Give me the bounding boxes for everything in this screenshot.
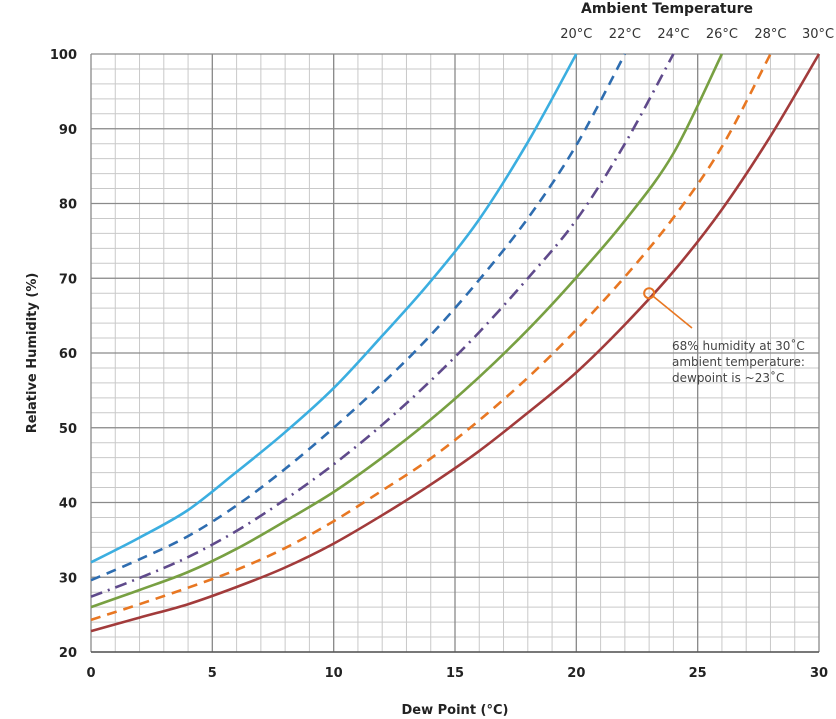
annotation-leader-line [652,295,693,329]
annotation-line-3: dewpoint is ~23˚C [672,370,784,385]
x-tick-label: 5 [208,666,217,681]
y-tick-label: 50 [59,422,77,437]
y-tick-label: 40 [59,497,77,512]
y-tick-label: 30 [59,571,77,586]
y-tick-label: 70 [59,272,77,287]
y-tick-label: 60 [59,347,77,362]
legend-title: Ambient Temperature [581,1,753,17]
legend-label-3: 24°C [657,27,689,42]
y-axis-title: Relative Humidity (%) [25,273,40,434]
legend-label-6: 30°C [802,27,834,42]
x-axis-ticks: 0 5 10 15 20 25 30 [86,666,828,681]
x-axis-title: Dew Point (°C) [402,703,509,718]
series-line-5 [90,53,772,622]
y-tick-label: 90 [59,123,77,138]
x-tick-label: 30 [810,666,828,681]
x-tick-label: 15 [446,666,464,681]
x-tick-label: 25 [689,666,707,681]
legend-label-5: 28°C [754,27,786,42]
annotation-line-1: 68% humidity at 30˚C [672,338,805,353]
x-tick-label: 0 [86,666,95,681]
series-line-2 [90,53,627,582]
series-layer [90,53,821,633]
x-tick-label: 20 [567,666,585,681]
legend-label-1: 20°C [560,27,592,42]
annotation-marker [643,287,656,300]
series-line-1 [90,53,578,564]
y-tick-label: 20 [59,646,77,661]
series-line-3 [90,53,675,598]
legend-label-2: 22°C [609,27,641,42]
y-tick-label: 80 [59,198,77,213]
legend-label-4: 26°C [706,27,738,42]
legend: Ambient Temperature 20°C 22°C 24°C 26°C 28°C… [560,1,834,42]
annotation: 68% humidity at 30˚C ambient temperature… [643,287,805,385]
y-axis-ticks: 20 30 40 50 60 70 80 90 100 [50,48,77,661]
series-line-6 [90,53,821,633]
annotation-line-2: ambient temperature: [672,355,805,369]
series-line-4 [90,53,724,609]
major-gridlines [90,53,820,653]
y-tick-label: 100 [50,48,77,63]
x-tick-label: 10 [325,666,343,681]
